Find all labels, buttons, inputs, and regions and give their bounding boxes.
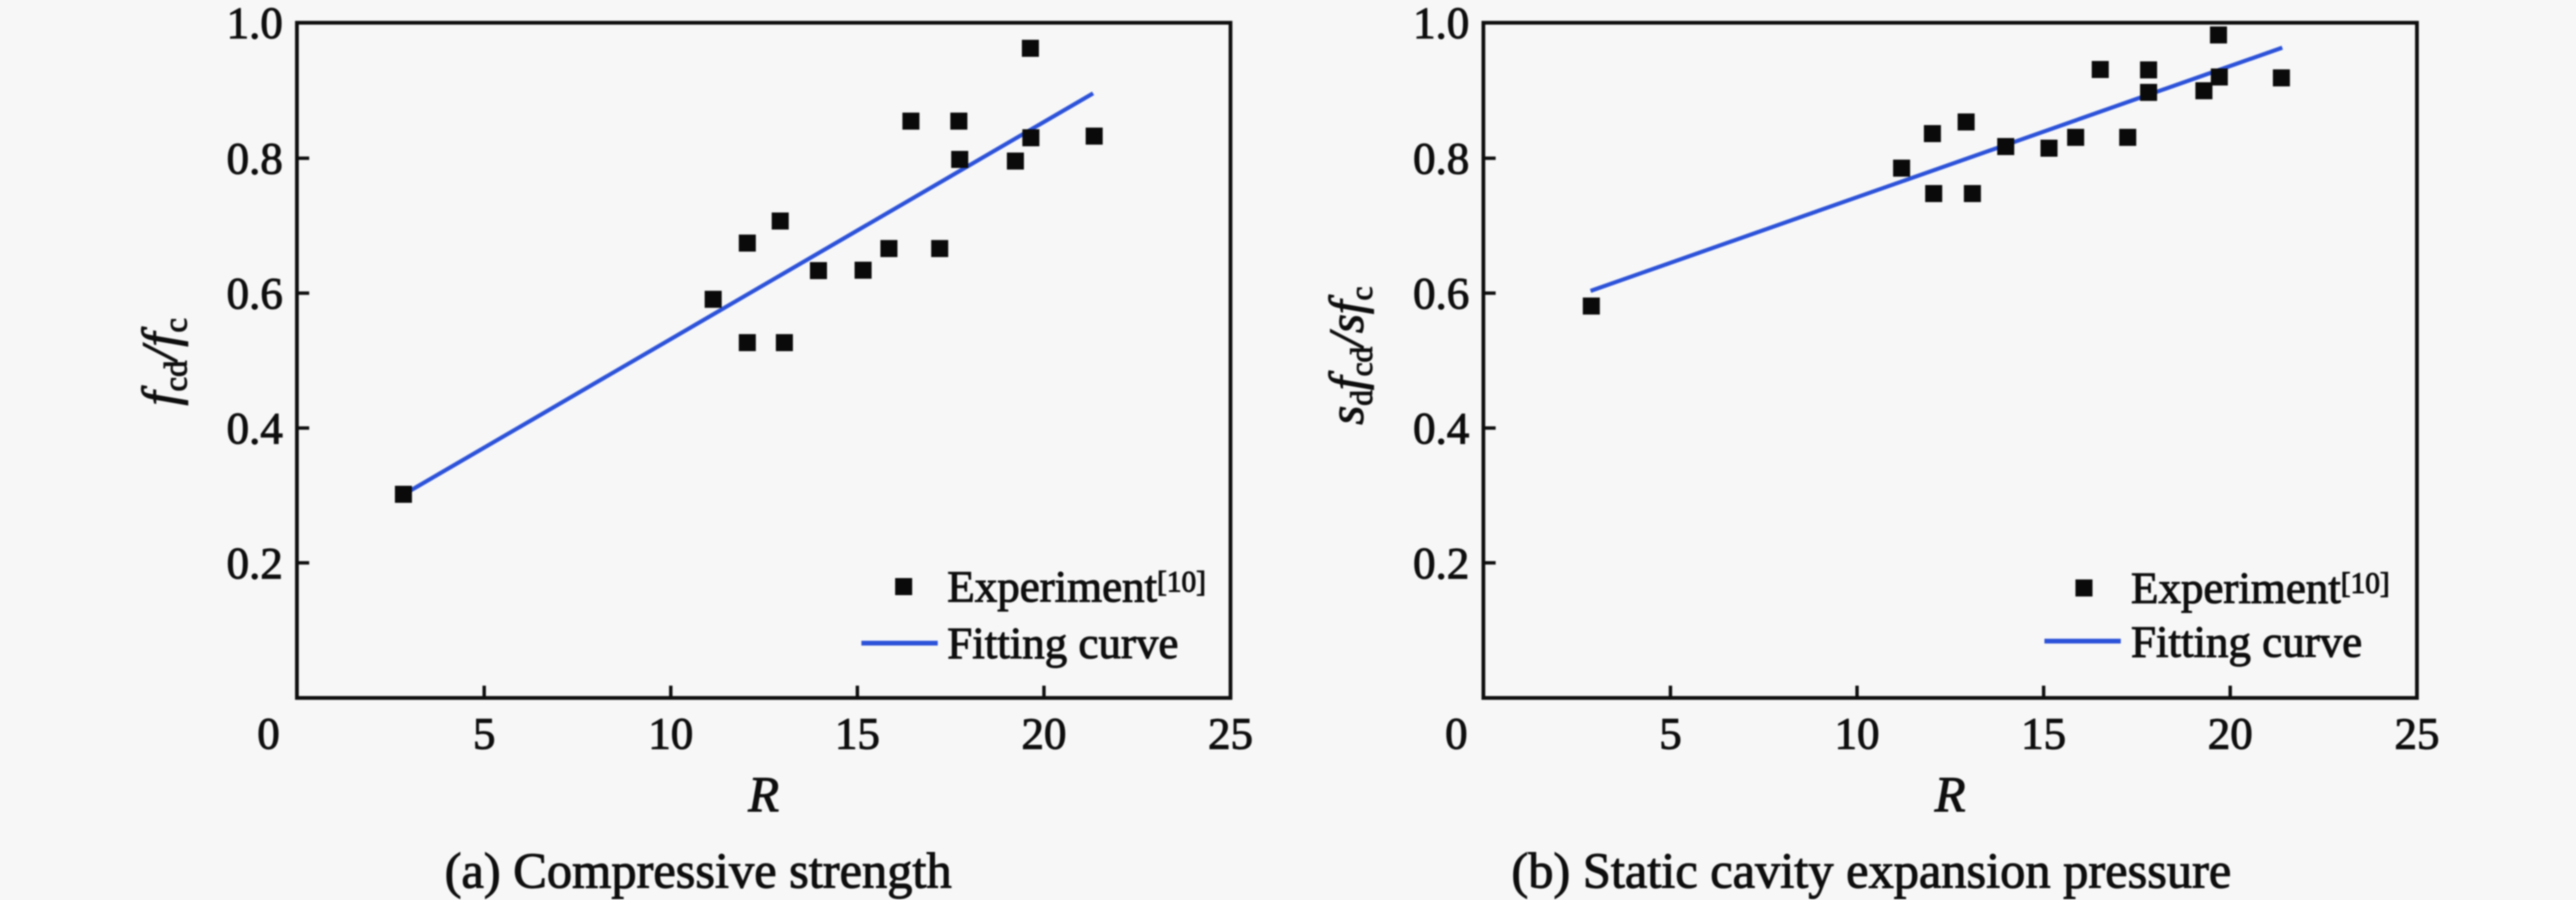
svg-text:R: R xyxy=(1934,767,1965,823)
svg-text:sdfcd/sfc: sdfcd/sfc xyxy=(1319,287,1379,425)
svg-text:15: 15 xyxy=(835,709,880,759)
svg-text:Fitting curve: Fitting curve xyxy=(947,619,1178,668)
svg-text:5: 5 xyxy=(1659,709,1682,759)
svg-text:25: 25 xyxy=(1208,709,1253,759)
svg-text:(b) Static cavity expansion pr: (b) Static cavity expansion pressure xyxy=(1512,843,2231,899)
svg-text:0.4: 0.4 xyxy=(1413,404,1470,454)
svg-text:0: 0 xyxy=(1445,709,1468,759)
svg-text:0.8: 0.8 xyxy=(227,134,283,184)
svg-text:Fitting curve: Fitting curve xyxy=(2131,617,2362,667)
svg-text:25: 25 xyxy=(2395,709,2440,759)
svg-text:10: 10 xyxy=(648,709,693,759)
svg-text:20: 20 xyxy=(2208,709,2253,759)
svg-text:1.0: 1.0 xyxy=(227,0,283,48)
svg-text:Experiment[10]: Experiment[10] xyxy=(2131,563,2390,613)
svg-text:20: 20 xyxy=(1022,709,1067,759)
svg-text:0.8: 0.8 xyxy=(1413,134,1470,184)
svg-text:0.6: 0.6 xyxy=(227,269,283,319)
svg-text:(a) Compressive strength: (a) Compressive strength xyxy=(445,843,952,899)
svg-text:0.4: 0.4 xyxy=(227,404,283,454)
svg-text:5: 5 xyxy=(473,709,495,759)
svg-text:1.0: 1.0 xyxy=(1413,0,1470,48)
svg-text:R: R xyxy=(748,767,779,823)
svg-text:10: 10 xyxy=(1835,709,1880,759)
svg-text:0: 0 xyxy=(258,709,280,759)
svg-text:0.6: 0.6 xyxy=(1413,269,1470,319)
svg-text:0.2: 0.2 xyxy=(227,539,283,589)
svg-text:0.2: 0.2 xyxy=(1413,539,1470,589)
svg-text:15: 15 xyxy=(2021,709,2066,759)
